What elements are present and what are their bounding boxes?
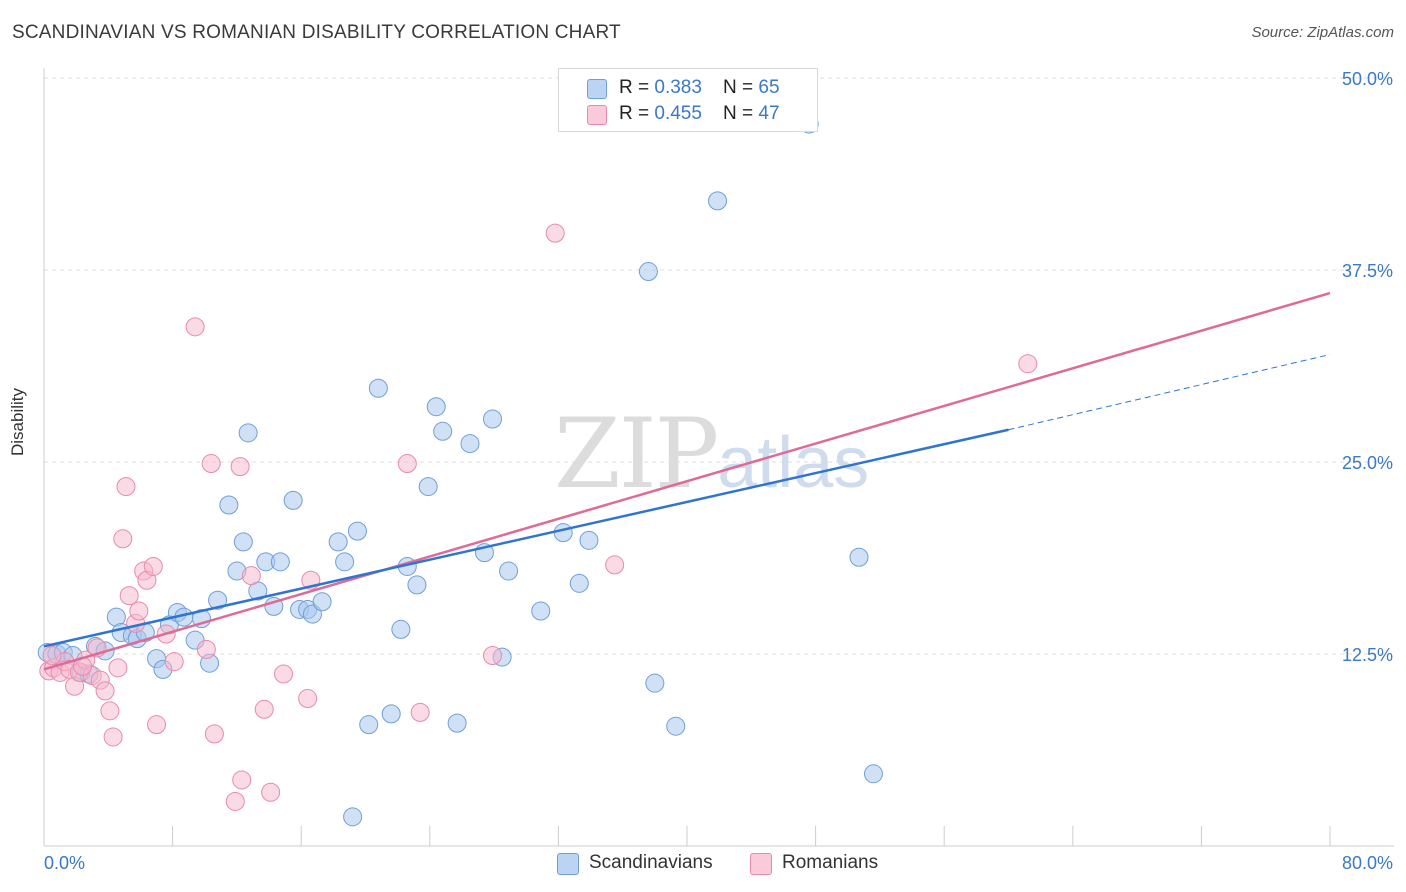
- scandinavian-point: [426, 397, 446, 417]
- legend-r-value: 0.383: [654, 77, 702, 98]
- scandinavian-points: [37, 114, 883, 827]
- romanian-point: [397, 454, 417, 474]
- y-tick-label: 50.0%: [1342, 69, 1393, 89]
- x-tick-label: 80.0%: [1342, 853, 1393, 873]
- scandinavian-point: [343, 807, 363, 827]
- y-tick-label: 12.5%: [1342, 645, 1393, 665]
- scandinavian-point: [381, 704, 401, 724]
- scandinavians-label: Scandinavians: [589, 852, 713, 873]
- scandinavian-point: [391, 619, 411, 639]
- y-tick-label: 37.5%: [1342, 261, 1393, 281]
- legend-r-label: R =: [619, 77, 655, 98]
- romanian-point: [113, 529, 133, 549]
- scandinavian-trend-line: [43, 428, 1009, 648]
- scandinavian-point: [708, 191, 728, 211]
- chart-title: SCANDINAVIAN VS ROMANIAN DISABILITY CORR…: [12, 22, 621, 43]
- scandinavian-point: [569, 573, 589, 593]
- scandinavian-point: [638, 262, 658, 282]
- romanian-point: [129, 601, 149, 621]
- y-tick-label: 25.0%: [1342, 453, 1393, 473]
- scandinavian-point: [531, 601, 551, 621]
- scandinavian-point: [645, 673, 665, 693]
- romanian-point: [185, 317, 205, 337]
- scandinavian-point: [482, 409, 502, 429]
- romanian-point: [545, 223, 565, 243]
- romanian-point: [274, 664, 294, 684]
- scandinavian-point: [270, 552, 290, 572]
- tick-label-layer: 12.5% 25.0% 37.5% 50.0% 0.0% 80.0%: [44, 69, 1393, 873]
- romanian-point: [100, 701, 120, 721]
- romanian-point: [42, 646, 62, 666]
- romanian-point: [1018, 354, 1038, 374]
- trend-layer: [43, 291, 1331, 671]
- romanian-point: [225, 791, 245, 811]
- legend-n-value: 65: [758, 77, 780, 98]
- romanians-label: Romanians: [782, 852, 879, 873]
- romanian-point: [164, 652, 184, 672]
- romanian-point: [605, 555, 625, 575]
- axis-layer: [43, 68, 1394, 847]
- scandinavian-point: [238, 423, 258, 443]
- romanian-point: [298, 689, 318, 709]
- romanians-swatch: [750, 853, 772, 875]
- romanian-point: [143, 556, 163, 576]
- scandinavian-point: [208, 590, 228, 610]
- romanian-points: [39, 223, 1038, 811]
- romanian-point: [116, 477, 136, 497]
- watermark-zip: ZIP: [554, 398, 719, 510]
- romanian-point: [410, 702, 430, 722]
- legend-n-label: N =: [723, 77, 759, 98]
- romanian-point: [482, 646, 502, 666]
- scandinavian-point: [863, 764, 883, 784]
- legend-swatch-scandinavians: [587, 79, 607, 99]
- romanian-point: [119, 586, 139, 606]
- scandinavian-point: [499, 561, 519, 581]
- scandinavian-point: [219, 495, 239, 515]
- romanian-point: [108, 658, 128, 678]
- correlation-legend: R = 0.383 N = 65 R = 0.455 N = 47: [558, 68, 818, 132]
- scandinavian-point: [359, 715, 379, 735]
- legend-swatch-romanians: [587, 105, 607, 125]
- romanian-point: [241, 566, 261, 586]
- romanian-trend-line: [43, 291, 1331, 671]
- romanian-point: [230, 457, 250, 477]
- romanian-point: [103, 727, 123, 747]
- scandinavian-point: [849, 547, 869, 567]
- romanian-point: [201, 454, 221, 474]
- scandinavian-point: [347, 521, 367, 541]
- legend-r-value: 0.455: [654, 103, 702, 124]
- scandinavian-point: [312, 592, 332, 612]
- scandinavian-point: [233, 532, 253, 552]
- series-legend: Scandinavians Romanians: [0, 852, 1406, 878]
- legend-n-label: N =: [723, 103, 759, 124]
- scandinavian-point: [328, 532, 348, 552]
- scandinavian-point: [579, 530, 599, 550]
- legend-n-value: 47: [758, 103, 780, 124]
- legend-r-label: R =: [619, 103, 655, 124]
- source-label: Source: ZipAtlas.com: [1251, 24, 1394, 41]
- scandinavian-point: [447, 713, 467, 733]
- scandinavian-point: [407, 575, 427, 595]
- romanian-point: [196, 639, 216, 659]
- scandinavian-point: [666, 716, 686, 736]
- romanian-point: [232, 770, 252, 790]
- x-tick-label: 0.0%: [44, 853, 85, 873]
- scandinavian-point: [368, 378, 388, 398]
- romanian-point: [254, 699, 274, 719]
- romanian-point: [204, 724, 224, 744]
- scandinavian-trend-extension: [1008, 353, 1331, 431]
- scandinavian-point: [460, 434, 480, 454]
- scandinavian-point: [335, 552, 355, 572]
- scandinavian-point: [433, 421, 453, 441]
- romanian-point: [147, 715, 167, 735]
- scandinavians-swatch: [557, 853, 579, 875]
- scandinavian-point: [418, 477, 438, 497]
- romanian-point: [95, 681, 115, 701]
- scandinavian-point: [283, 490, 303, 510]
- romanian-point: [261, 782, 281, 802]
- scandinavian-point: [553, 523, 573, 543]
